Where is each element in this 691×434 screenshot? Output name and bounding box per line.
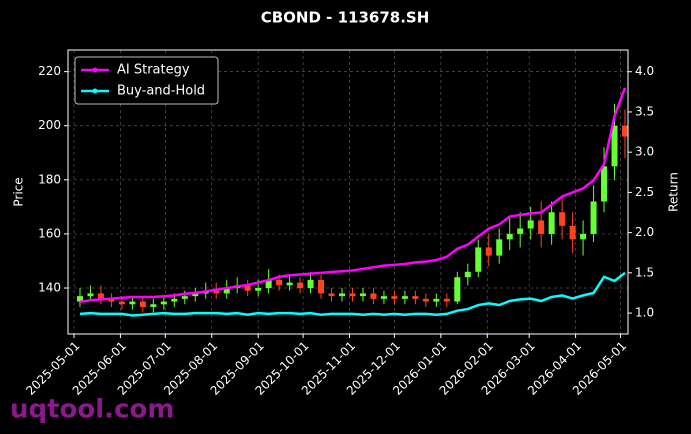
y2-tick-label: 2.0 bbox=[635, 225, 654, 239]
y2-tick-label: 1.5 bbox=[635, 265, 654, 279]
candle-body bbox=[328, 293, 335, 297]
y-tick-label: 200 bbox=[38, 118, 61, 132]
candle-body bbox=[580, 233, 587, 240]
legend-marker bbox=[92, 88, 98, 94]
candle-body bbox=[359, 293, 366, 297]
y-tick-label: 140 bbox=[38, 281, 61, 295]
legend-marker bbox=[92, 67, 98, 73]
y-tick-label: 220 bbox=[38, 64, 61, 78]
candle-body bbox=[559, 212, 566, 226]
candle-body bbox=[443, 298, 450, 302]
candle-body bbox=[433, 298, 440, 302]
return-line bbox=[79, 271, 626, 317]
candle-body bbox=[569, 225, 576, 240]
candle-body bbox=[255, 288, 262, 291]
y2-tick-label: 3.5 bbox=[635, 104, 654, 118]
candle-body bbox=[454, 277, 461, 302]
candle-body bbox=[548, 212, 555, 234]
candle-body bbox=[129, 301, 136, 305]
candle-body bbox=[150, 304, 157, 307]
candle-body bbox=[422, 298, 429, 302]
candle-body bbox=[380, 296, 387, 299]
chart-title: CBOND - 113678.SH bbox=[261, 9, 430, 27]
y2-tick-label: 3.0 bbox=[635, 145, 654, 159]
candle-body bbox=[318, 279, 325, 294]
candle-body bbox=[108, 298, 115, 302]
legend-box bbox=[74, 56, 219, 105]
candle-body bbox=[213, 290, 220, 294]
y-tick-label: 180 bbox=[38, 172, 61, 186]
candle-body bbox=[192, 293, 199, 297]
candle-body bbox=[244, 285, 251, 291]
candle-body bbox=[538, 220, 545, 234]
candle-body bbox=[485, 247, 492, 256]
y-axis-label: Price bbox=[12, 177, 26, 206]
candle-body bbox=[139, 301, 146, 307]
candle-body bbox=[181, 296, 188, 299]
candle-body bbox=[527, 220, 534, 229]
candle-body bbox=[475, 247, 482, 272]
return-line bbox=[79, 87, 627, 304]
candle-body bbox=[370, 293, 377, 299]
legend: AI Strategy Buy-and-Hold bbox=[74, 56, 219, 105]
candle-body bbox=[97, 293, 104, 299]
candle-body bbox=[286, 282, 293, 286]
y2-tick-label: 1.0 bbox=[635, 306, 654, 320]
candle-body bbox=[118, 301, 125, 305]
candle-body bbox=[622, 125, 629, 137]
y-tick-label: 160 bbox=[38, 226, 61, 240]
candle-body bbox=[297, 282, 304, 289]
legend-label: AI Strategy bbox=[117, 63, 190, 78]
candle-body bbox=[223, 288, 230, 294]
y2-tick-label: 4.0 bbox=[635, 64, 654, 78]
candle-body bbox=[611, 125, 618, 167]
candle-body bbox=[601, 166, 608, 202]
y2-axis-label: Return bbox=[667, 172, 681, 212]
candle-body bbox=[265, 279, 272, 289]
candle-body bbox=[496, 239, 503, 256]
y2-tick-label: 2.5 bbox=[635, 185, 654, 199]
candle-body bbox=[391, 296, 398, 299]
candle-body bbox=[401, 296, 408, 299]
candle-body bbox=[349, 293, 356, 297]
watermark: uqtool.com bbox=[10, 395, 174, 425]
candle-body bbox=[307, 279, 314, 289]
candle-body bbox=[171, 298, 178, 302]
candle-body bbox=[517, 228, 524, 234]
candle-body bbox=[276, 279, 283, 286]
candle-body bbox=[464, 271, 471, 278]
plot-frame bbox=[67, 49, 629, 335]
candle-body bbox=[87, 293, 94, 297]
candle-body bbox=[339, 293, 346, 297]
candle-body bbox=[412, 296, 419, 299]
candle-body bbox=[160, 301, 167, 305]
candle-body bbox=[76, 296, 83, 302]
candle-body bbox=[506, 233, 513, 240]
legend-label: Buy-and-Hold bbox=[117, 84, 205, 99]
candle-body bbox=[590, 201, 597, 234]
